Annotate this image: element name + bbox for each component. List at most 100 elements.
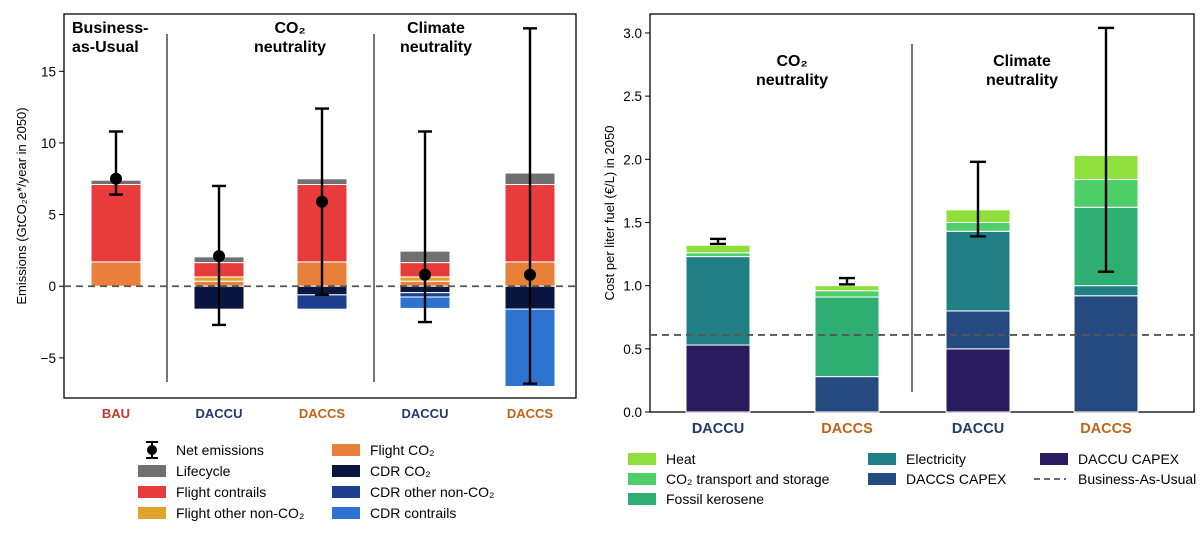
section-title: Climate — [407, 20, 465, 37]
x-category-label: BAU — [102, 406, 130, 421]
legend-item: DACCU CAPEX — [1040, 451, 1180, 467]
bar-segment — [814, 296, 880, 378]
legend-item: CDR other non-CO₂ — [332, 484, 494, 500]
y-tick-label: 0 — [48, 279, 56, 294]
legend-swatch — [868, 453, 896, 465]
legend-item: Net emissions — [146, 441, 264, 459]
legend-swatch — [332, 486, 360, 498]
section-title: neutrality — [254, 39, 326, 56]
bar-segment — [814, 376, 880, 413]
net-emissions-point — [419, 268, 431, 281]
section-title: Climate — [993, 53, 1051, 70]
legend: Net emissions Lifecycle Flight contrails Fl… — [138, 441, 494, 521]
x-category-label: DACCU — [196, 406, 243, 421]
legend-label: CDR contrails — [370, 505, 456, 521]
y-tick-label: 2.5 — [623, 89, 642, 104]
legend-label: CDR other non-CO₂ — [370, 484, 494, 500]
legend-item: Flight other non-CO₂ — [138, 505, 304, 521]
net-emissions-point — [524, 268, 536, 281]
legend-label: Flight other non-CO₂ — [176, 505, 304, 521]
legend-label: Flight contrails — [176, 484, 266, 500]
legend-swatch — [138, 486, 166, 498]
legend-swatch — [868, 473, 896, 485]
x-category-label: DACCS — [507, 406, 554, 421]
y-axis-label: Emissions (GtCO₂e*/year in 2050) — [14, 107, 29, 304]
section-title: neutrality — [986, 72, 1058, 89]
legend-item: Flight CO₂ — [332, 442, 435, 458]
x-category-label: DACCU — [402, 406, 449, 421]
legend-label: Net emissions — [176, 442, 264, 458]
legend-label: Lifecycle — [176, 463, 231, 479]
y-tick-label: 0.5 — [623, 342, 642, 357]
legend-label: DACCU CAPEX — [1078, 451, 1180, 467]
legend-label: Business-As-Usual — [1078, 471, 1196, 487]
y-axis-label: Cost per liter fuel (€/L) in 2050 — [602, 126, 617, 301]
legend-label: Flight CO₂ — [370, 442, 435, 458]
bar-segment — [685, 252, 751, 258]
legend-label: DACCS CAPEX — [906, 471, 1007, 487]
legend-item: Electricity — [868, 451, 966, 467]
bar-segment — [814, 285, 880, 292]
x-category-label: DACCS — [299, 406, 346, 421]
legend-swatch — [628, 493, 656, 505]
y-tick-label: 1.5 — [623, 215, 642, 230]
y-tick-label: 5 — [48, 208, 56, 223]
x-category-label: DACCU — [692, 421, 744, 437]
bar-segment — [90, 184, 142, 263]
legend-swatch — [332, 507, 360, 519]
bar-segment — [814, 290, 880, 298]
y-tick-label: 2.0 — [623, 152, 642, 167]
net-emissions-point — [213, 250, 225, 263]
legend-swatch — [1040, 453, 1068, 465]
x-category-label: DACCS — [821, 421, 873, 437]
bar-segment — [90, 261, 142, 287]
legend-item: CDR contrails — [332, 505, 456, 521]
legend-item: Business-As-Usual — [1034, 471, 1196, 487]
legend-item: Lifecycle — [138, 463, 231, 479]
bar-segment — [296, 294, 348, 310]
legend-item: CDR CO₂ — [332, 463, 431, 479]
y-tick-label: 1.0 — [623, 279, 642, 294]
y-tick-label: 3.0 — [623, 26, 642, 41]
legend-item: Flight contrails — [138, 484, 266, 500]
bar-segment — [685, 244, 751, 254]
legend-swatch — [332, 444, 360, 456]
legend-label: Heat — [666, 451, 696, 467]
legend-swatch — [138, 507, 166, 519]
legend-swatch — [628, 453, 656, 465]
bar-segment — [685, 344, 751, 413]
bar-segment — [1073, 295, 1139, 413]
bar-segment — [1073, 285, 1139, 297]
plot-frame — [63, 13, 577, 399]
net-emissions-point — [110, 172, 122, 185]
legend-item: Heat — [628, 451, 696, 467]
plot-frame — [649, 13, 1195, 413]
chart-panel-1: −5 0 5 10 15 Emissions (GtCO₂e*/year in 2050)… — [14, 13, 577, 521]
chart-panel-2: 0.0 0.5 1.0 1.5 2.0 2.5 3.0 Cost per liter fuel… — [602, 13, 1196, 507]
y-tick-label: −5 — [41, 351, 56, 366]
y-tick-label: 15 — [41, 64, 56, 79]
section-title: neutrality — [400, 39, 472, 56]
legend: Heat CO₂ transport and storage Fossil kero… — [628, 451, 1196, 507]
legend-item: CO₂ transport and storage — [628, 471, 830, 487]
section-title: Business- — [72, 20, 148, 37]
y-tick-label: 0.0 — [623, 405, 642, 420]
x-category-label: DACCS — [1080, 421, 1132, 437]
net-emissions-point — [316, 195, 328, 208]
legend-swatch — [138, 465, 166, 477]
legend-swatch — [628, 473, 656, 485]
section-title: CO₂ — [274, 20, 305, 37]
bar-segment — [945, 230, 1011, 312]
legend-label: Fossil kerosene — [666, 491, 764, 507]
legend-swatch — [332, 465, 360, 477]
legend-label: CO₂ transport and storage — [666, 471, 830, 487]
bar-segment — [945, 310, 1011, 350]
section-title: as-Usual — [72, 39, 139, 56]
legend-point-icon — [147, 445, 157, 455]
bar-segment — [685, 256, 751, 346]
legend-item: Fossil kerosene — [628, 491, 764, 507]
legend-label: CDR CO₂ — [370, 463, 431, 479]
x-category-label: DACCU — [952, 421, 1004, 437]
